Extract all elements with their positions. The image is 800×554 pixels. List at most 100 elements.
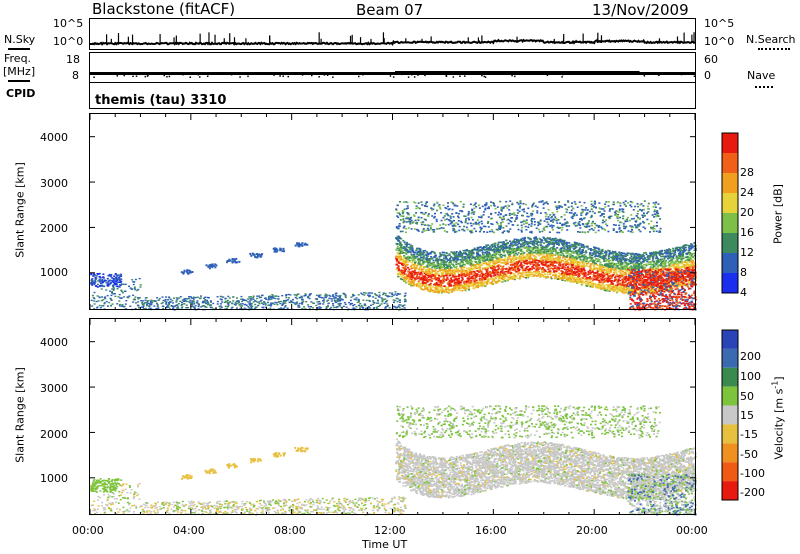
echo-cell bbox=[286, 307, 289, 309]
echo-cell bbox=[489, 258, 492, 261]
echo-cell bbox=[459, 258, 462, 261]
echo-cell bbox=[180, 271, 183, 274]
echo-cell bbox=[675, 282, 677, 285]
echo-cell bbox=[215, 264, 218, 267]
echo-cell bbox=[359, 308, 361, 310]
echo-cell bbox=[612, 254, 615, 257]
echo-cell bbox=[302, 301, 305, 303]
echo-cell bbox=[395, 268, 398, 271]
echo-cell bbox=[91, 284, 94, 286]
echo-cell bbox=[378, 291, 381, 294]
echo-cell bbox=[541, 256, 544, 259]
echo-cell bbox=[684, 256, 687, 259]
echo-cell bbox=[275, 247, 278, 250]
echo-cell bbox=[221, 301, 224, 303]
echo-cell bbox=[118, 303, 121, 306]
echo-cell bbox=[420, 270, 423, 273]
echo-cell bbox=[417, 286, 420, 288]
echo-cell bbox=[104, 296, 107, 298]
echo-cell bbox=[508, 257, 511, 260]
echo-cell bbox=[422, 258, 425, 260]
echo-cell bbox=[551, 256, 554, 258]
echo-cell bbox=[391, 293, 394, 296]
echo-cell bbox=[297, 306, 300, 308]
echo-cell bbox=[495, 276, 498, 278]
echo-cell bbox=[481, 279, 483, 281]
echo-cell bbox=[227, 306, 229, 308]
echo-cell bbox=[235, 303, 238, 305]
echo-cell bbox=[208, 264, 211, 267]
echo-cell bbox=[645, 253, 648, 256]
echo-cell bbox=[261, 302, 264, 304]
echo-cell bbox=[98, 275, 101, 278]
echo-cell bbox=[226, 261, 229, 264]
echo-cell bbox=[461, 278, 464, 280]
echo-cell bbox=[236, 307, 238, 309]
echo-cell bbox=[237, 302, 240, 304]
echo-cell bbox=[600, 277, 603, 280]
echo-cell bbox=[165, 301, 168, 303]
echo-cell bbox=[146, 303, 148, 306]
echo-cell bbox=[507, 261, 510, 264]
echo-cell bbox=[579, 272, 582, 274]
xtick-2000: 20:00 bbox=[576, 524, 608, 537]
echo-cell bbox=[192, 296, 195, 298]
power-cbar-tick-28: 28 bbox=[740, 166, 754, 179]
echo-cell bbox=[264, 304, 267, 306]
echo-cell bbox=[592, 278, 595, 280]
echo-cell bbox=[367, 295, 370, 298]
echo-cell bbox=[209, 306, 212, 309]
echo-cell bbox=[116, 288, 119, 290]
nave-dot bbox=[561, 76, 563, 78]
nave-dot bbox=[459, 75, 461, 78]
echo-cell bbox=[142, 306, 144, 308]
echo-cell bbox=[269, 307, 272, 309]
echo-cell bbox=[105, 289, 108, 291]
echo-cell bbox=[318, 300, 321, 303]
echo-cell bbox=[585, 285, 588, 287]
echo-cell bbox=[515, 241, 518, 244]
echo-cell bbox=[459, 267, 462, 269]
echo-cell bbox=[409, 248, 411, 250]
echo-cell bbox=[653, 262, 656, 265]
echo-cell bbox=[597, 250, 600, 253]
echo-cell bbox=[403, 257, 406, 259]
echo-cell bbox=[214, 263, 217, 266]
echo-cell bbox=[101, 279, 104, 281]
echo-cell bbox=[194, 296, 197, 299]
echo-cell bbox=[190, 297, 193, 299]
echo-cell bbox=[102, 277, 105, 279]
echo-cell bbox=[281, 304, 284, 306]
echo-cell bbox=[252, 296, 255, 299]
echo-cell bbox=[259, 255, 262, 258]
echo-cell bbox=[224, 305, 227, 307]
echo-cell bbox=[341, 299, 344, 301]
echo-cell bbox=[406, 275, 408, 277]
echo-cell bbox=[385, 306, 388, 308]
echo-cell bbox=[329, 308, 332, 310]
echo-cell bbox=[433, 277, 436, 280]
power-ytick-4000: 4000 bbox=[40, 131, 68, 144]
echo-cell bbox=[464, 249, 467, 252]
echo-cell bbox=[495, 269, 498, 271]
echo-cell bbox=[339, 299, 342, 302]
echo-cell bbox=[100, 288, 103, 290]
echo-cell bbox=[616, 252, 619, 255]
echo-cell bbox=[684, 261, 687, 263]
echo-cell bbox=[339, 294, 342, 297]
echo-cell bbox=[121, 283, 123, 285]
echo-cell bbox=[216, 303, 219, 305]
echo-cell bbox=[236, 261, 239, 264]
echo-cell bbox=[344, 294, 347, 296]
nave-dot bbox=[168, 75, 171, 78]
echo-cell bbox=[574, 265, 577, 267]
echo-cell bbox=[376, 302, 378, 304]
echo-cell bbox=[194, 305, 197, 307]
echo-cell bbox=[690, 244, 693, 246]
echo-cell bbox=[637, 257, 640, 259]
echo-cell bbox=[90, 273, 93, 276]
velocity-ytick-4000: 4000 bbox=[40, 336, 68, 349]
echo-cell bbox=[530, 240, 533, 243]
echo-cell bbox=[508, 274, 511, 277]
echo-cell bbox=[254, 300, 257, 302]
